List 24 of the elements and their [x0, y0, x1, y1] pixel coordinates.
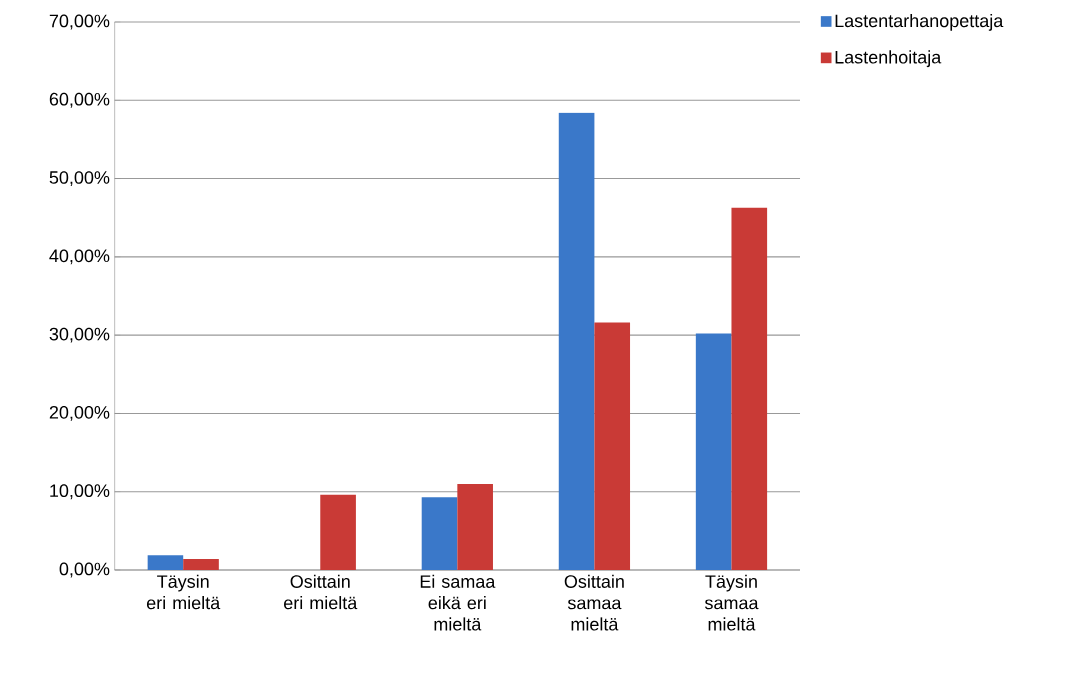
bar [558, 112, 595, 570]
legend-label: Lastenhoitaja [835, 50, 942, 68]
y-tick-label: 20,00% [49, 405, 110, 421]
bar [421, 497, 458, 570]
x-tick-label: Osittain eri mieltä [284, 574, 358, 610]
y-tick-label: 70,00% [49, 14, 110, 30]
bar [731, 207, 768, 570]
y-tick-label: 60,00% [49, 92, 110, 108]
bar [320, 494, 356, 570]
bar [147, 555, 184, 570]
y-tick-label: 30,00% [49, 327, 110, 343]
bar [183, 559, 219, 570]
bar [457, 483, 493, 570]
bar [594, 322, 631, 570]
y-tick-label: 50,00% [49, 171, 110, 186]
y-tick-label: 10,00% [50, 484, 110, 500]
x-tick-label: Osittain samaa mieltä [564, 574, 624, 631]
y-tick-label: 40,00% [49, 249, 110, 265]
legend-label: Lastentarhanopettaja [835, 13, 1004, 31]
x-tick-label: Täysin samaa mieltä [704, 574, 759, 631]
bar [695, 333, 732, 570]
y-tick-label: 0,00% [59, 562, 110, 578]
x-tick-label: Ei samaa eikä eri mieltä [420, 574, 496, 631]
x-tick-label: Täysin eri mieltä [146, 574, 221, 610]
